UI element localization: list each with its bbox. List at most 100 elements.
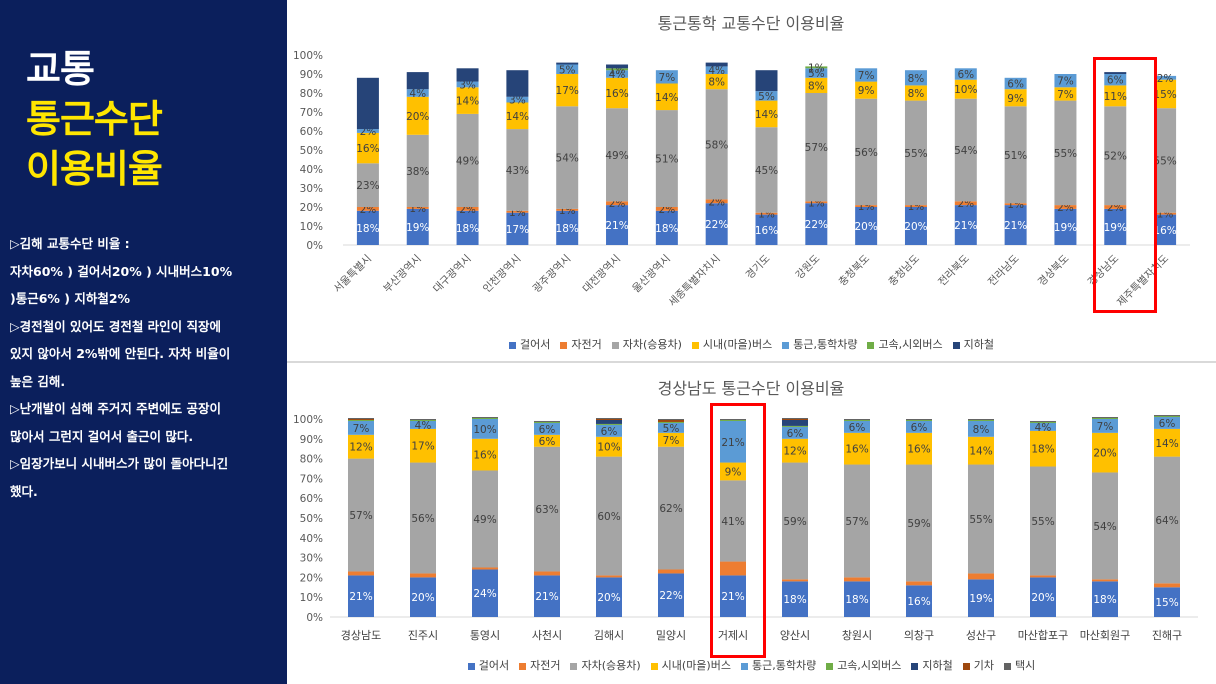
bar-segment <box>968 579 994 617</box>
data-label: 7% <box>1097 421 1114 433</box>
data-label: 23% <box>356 180 379 192</box>
legend-label: 택시 <box>1015 659 1036 672</box>
bar-segment <box>968 436 994 465</box>
bar-segment <box>456 81 479 88</box>
bar-segment <box>596 419 622 424</box>
legend-item: 걸어서 <box>508 336 550 352</box>
bar-segment <box>534 421 560 423</box>
highlight-box-gyeongsangnam-do <box>1093 57 1157 313</box>
bar-segment <box>456 68 479 82</box>
legend-label: 고속,시외버스 <box>878 338 943 351</box>
bar-segment <box>805 77 828 93</box>
bar-segment <box>1154 428 1180 457</box>
bar-segment <box>534 446 560 572</box>
bar-segment <box>356 163 379 207</box>
bar-segment <box>1104 72 1127 74</box>
legend-swatch <box>467 662 475 670</box>
bar-segment <box>472 417 498 419</box>
bar-segment <box>805 66 828 69</box>
bar-segment <box>782 425 808 427</box>
data-label: 22% <box>659 590 682 602</box>
data-label: 62% <box>659 503 682 515</box>
data-label: 18% <box>1031 444 1054 456</box>
bar-segment <box>410 420 436 429</box>
x-category-label: 울산광역시 <box>630 253 673 296</box>
x-category-label: 거제시 <box>718 629 748 642</box>
bar-segment <box>406 134 429 207</box>
bar-segment <box>606 201 629 206</box>
data-label: 14% <box>506 111 529 123</box>
bar-segment <box>658 432 684 447</box>
bar-segment <box>472 470 498 568</box>
bar-segment <box>1104 74 1127 86</box>
data-label: 17% <box>556 85 579 97</box>
bar-segment <box>844 420 870 433</box>
data-label: 18% <box>1093 594 1116 606</box>
data-label: 14% <box>456 96 479 108</box>
data-label: 14% <box>969 446 992 458</box>
bar-segment <box>1004 106 1027 204</box>
y-tick-label: 40% <box>300 164 323 176</box>
bar-segment <box>606 70 629 78</box>
bar-segment <box>1054 205 1077 209</box>
x-category-label: 전라북도 <box>936 252 972 288</box>
data-label: 12% <box>349 442 372 454</box>
legend-label: 자차(승용차) <box>622 338 682 351</box>
legend-item: 택시 <box>1004 657 1035 673</box>
data-label: 21% <box>1004 220 1027 232</box>
x-category-label: 대전광역시 <box>581 253 624 296</box>
data-label: 19% <box>969 593 992 605</box>
data-label: 8% <box>808 80 825 92</box>
legend-swatch <box>911 662 919 670</box>
bar-segment <box>705 199 728 204</box>
data-label: 4% <box>708 65 725 77</box>
bar-segment <box>844 577 870 582</box>
x-category-label: 강원도 <box>793 252 822 281</box>
bar-segment <box>904 100 927 206</box>
legend-swatch <box>560 341 568 349</box>
data-label: 55% <box>969 514 992 526</box>
x-category-label: 전라남도 <box>986 252 1022 288</box>
bar-segment <box>356 132 379 164</box>
y-tick-label: 70% <box>300 473 323 485</box>
bar-segment <box>1054 87 1077 101</box>
bar-segment <box>705 89 728 200</box>
data-label: 52% <box>1104 151 1127 163</box>
y-tick-label: 80% <box>300 88 323 100</box>
bar-segment <box>1154 456 1180 584</box>
data-label: 4% <box>609 69 626 81</box>
bar-segment <box>1092 419 1118 433</box>
legend-item: 통근,통학차량 <box>782 336 857 352</box>
bar-segment <box>655 210 678 245</box>
y-tick-label: 90% <box>300 434 323 446</box>
data-label: 5% <box>663 423 680 435</box>
legend-item: 자전거 <box>519 657 560 673</box>
bar-segment <box>456 113 479 207</box>
data-label: 43% <box>506 165 529 177</box>
bar-segment <box>755 214 778 245</box>
data-label: 2% <box>1157 73 1174 85</box>
data-label: 20% <box>1031 592 1054 604</box>
bar-segment <box>805 203 828 245</box>
legend-item: 기차 <box>962 657 994 673</box>
bar-segment <box>472 438 498 471</box>
legend-national: 걸어서 자전거 자차(승용차) 시내(마을)버스 통근,통학차량 고속,시외버스 지하철 <box>287 336 1216 352</box>
bar-segment <box>556 62 579 65</box>
legend-item: 시내(마을)버스 <box>691 336 772 352</box>
bar-segment <box>782 418 808 419</box>
data-label: 60% <box>597 511 620 523</box>
data-label: 8% <box>708 77 725 89</box>
bar-segment <box>805 201 828 204</box>
bar-segment <box>844 432 870 465</box>
bar-segment <box>606 108 629 202</box>
data-label: 9% <box>1007 93 1024 105</box>
bar-segment <box>506 96 529 103</box>
legend-label: 자전거 <box>530 659 561 672</box>
bar-segment <box>456 207 479 211</box>
bar-segment <box>410 577 436 617</box>
data-label: 24% <box>473 588 496 600</box>
note-line: 했다. <box>10 483 38 499</box>
legend-swatch <box>691 341 699 349</box>
legend-item: 고속,시외버스 <box>867 336 943 352</box>
bar-segment <box>456 87 479 114</box>
